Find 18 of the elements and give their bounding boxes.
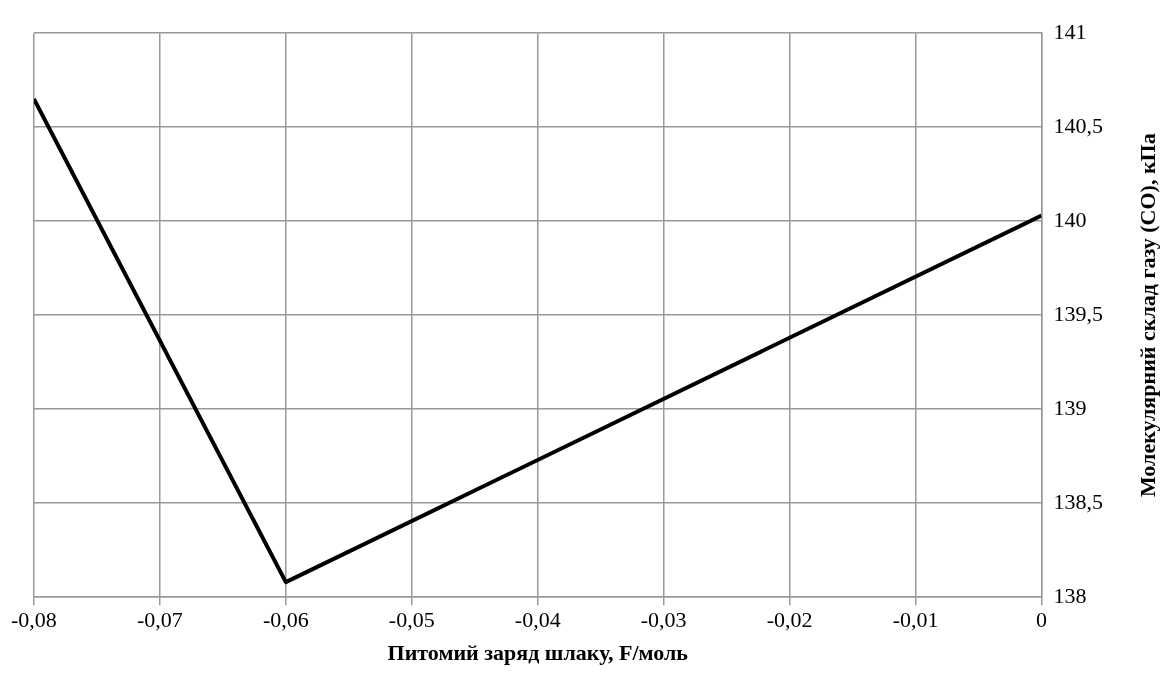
y-tick-label: 141 xyxy=(1053,18,1087,44)
y-tick-label: 139,5 xyxy=(1053,300,1103,326)
y-tick-label: 139 xyxy=(1053,394,1087,420)
y-tick-label: 140 xyxy=(1053,206,1087,232)
x-tick-label: -0,01 xyxy=(892,607,939,633)
x-tick-label: -0,04 xyxy=(514,607,561,633)
x-tick-label: -0,06 xyxy=(262,607,309,633)
x-tick-label: 0 xyxy=(1036,607,1047,633)
x-tick-label: -0,03 xyxy=(640,607,687,633)
x-tick-label: -0,05 xyxy=(388,607,435,633)
y-tick-label: 138,5 xyxy=(1053,488,1103,514)
x-axis-title: Питомий заряд шлаку, F/моль xyxy=(387,640,689,666)
x-tick-label: -0,08 xyxy=(11,607,57,633)
y-tick-label: 138 xyxy=(1053,582,1087,608)
y-tick-label: 140,5 xyxy=(1053,112,1103,138)
x-tick-label: -0,02 xyxy=(766,607,813,633)
y-axis-title: Молекулярний склад газу (CO), кПа xyxy=(1134,133,1160,498)
x-tick-label: -0,07 xyxy=(136,607,183,633)
